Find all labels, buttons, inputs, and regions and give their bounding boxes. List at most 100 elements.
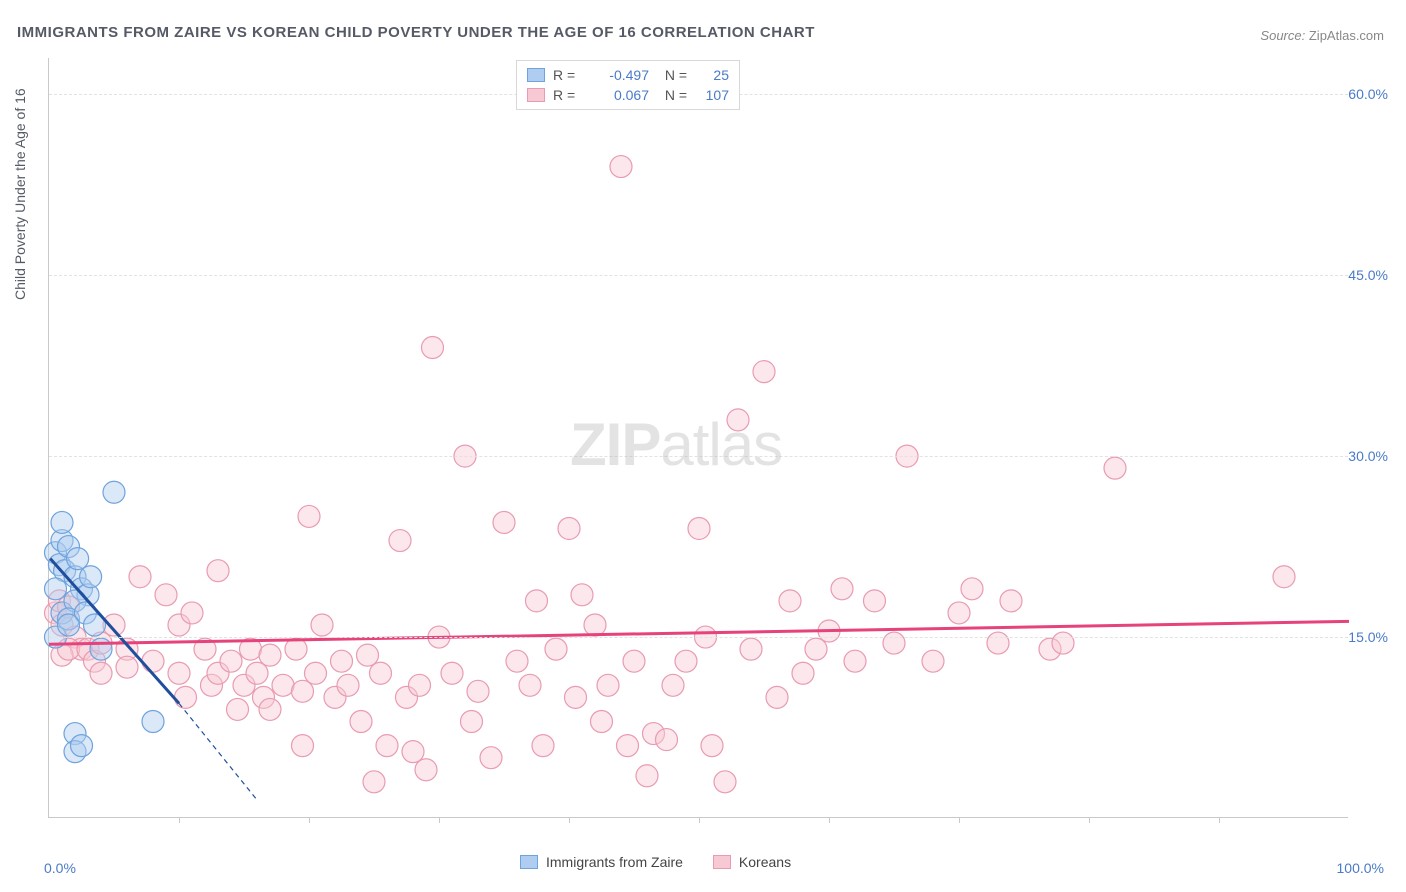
data-point [805, 638, 827, 660]
data-point [1273, 566, 1295, 588]
data-point [116, 656, 138, 678]
data-point [571, 584, 593, 606]
legend-label-a: Immigrants from Zaire [546, 854, 683, 870]
chart-svg [49, 58, 1348, 817]
data-point [103, 481, 125, 503]
data-point [357, 644, 379, 666]
data-point [168, 662, 190, 684]
data-point [90, 638, 112, 660]
data-point [558, 517, 580, 539]
data-point [292, 680, 314, 702]
data-point [80, 566, 102, 588]
data-point [526, 590, 548, 612]
data-point [831, 578, 853, 600]
data-point [753, 361, 775, 383]
r-value-b: 0.067 [595, 87, 649, 103]
gridline [49, 456, 1348, 457]
data-point [331, 650, 353, 672]
data-point [305, 662, 327, 684]
data-point [142, 710, 164, 732]
data-point [71, 735, 93, 757]
x-tick [179, 817, 180, 823]
data-point [584, 614, 606, 636]
data-point [1000, 590, 1022, 612]
r-label: R = [553, 67, 587, 83]
data-point [597, 674, 619, 696]
data-point [636, 765, 658, 787]
data-point [727, 409, 749, 431]
data-point [461, 710, 483, 732]
y-tick-label: 45.0% [1348, 267, 1388, 283]
x-tick [1089, 817, 1090, 823]
x-axis-max-label: 100.0% [1337, 860, 1384, 876]
swatch-a-icon [527, 68, 545, 82]
r-label: R = [553, 87, 587, 103]
data-point [129, 566, 151, 588]
y-tick-label: 15.0% [1348, 629, 1388, 645]
data-point [103, 614, 125, 636]
data-point [688, 517, 710, 539]
data-point [45, 578, 67, 600]
data-point [402, 741, 424, 763]
data-point [480, 747, 502, 769]
data-point [181, 602, 203, 624]
data-point [142, 650, 164, 672]
data-point [259, 644, 281, 666]
data-point [844, 650, 866, 672]
data-point [441, 662, 463, 684]
legend-series: Immigrants from Zaire Koreans [520, 854, 791, 870]
x-tick [1219, 817, 1220, 823]
data-point [220, 650, 242, 672]
data-point [662, 674, 684, 696]
data-point [493, 511, 515, 533]
data-point [207, 560, 229, 582]
data-point [67, 548, 89, 570]
data-point [1104, 457, 1126, 479]
data-point [337, 674, 359, 696]
data-point [467, 680, 489, 702]
x-tick [569, 817, 570, 823]
swatch-b-icon [527, 88, 545, 102]
data-point [948, 602, 970, 624]
data-point [350, 710, 372, 732]
data-point [591, 710, 613, 732]
data-point [519, 674, 541, 696]
swatch-b-icon [713, 855, 731, 869]
y-tick-label: 60.0% [1348, 86, 1388, 102]
data-point [883, 632, 905, 654]
x-tick [699, 817, 700, 823]
plot-area [48, 58, 1348, 818]
x-axis-min-label: 0.0% [44, 860, 76, 876]
legend-item-b: Koreans [713, 854, 791, 870]
gridline [49, 637, 1348, 638]
data-point [656, 729, 678, 751]
x-tick [959, 817, 960, 823]
x-tick [309, 817, 310, 823]
data-point [58, 614, 80, 636]
data-point [545, 638, 567, 660]
data-point [298, 505, 320, 527]
data-point [675, 650, 697, 672]
legend-stats-row-b: R = 0.067 N = 107 [527, 85, 729, 105]
data-point [623, 650, 645, 672]
gridline [49, 275, 1348, 276]
source-value: ZipAtlas.com [1309, 28, 1384, 43]
data-point [506, 650, 528, 672]
x-tick [829, 817, 830, 823]
data-point [90, 662, 112, 684]
data-point [422, 337, 444, 359]
data-point [961, 578, 983, 600]
data-point [363, 771, 385, 793]
n-label: N = [657, 87, 687, 103]
data-point [292, 735, 314, 757]
data-point [311, 614, 333, 636]
legend-item-a: Immigrants from Zaire [520, 854, 683, 870]
data-point [409, 674, 431, 696]
data-point [376, 735, 398, 757]
source-label: Source: [1260, 28, 1305, 43]
data-point [246, 662, 268, 684]
r-value-a: -0.497 [595, 67, 649, 83]
data-point [155, 584, 177, 606]
swatch-a-icon [520, 855, 538, 869]
data-point [389, 530, 411, 552]
